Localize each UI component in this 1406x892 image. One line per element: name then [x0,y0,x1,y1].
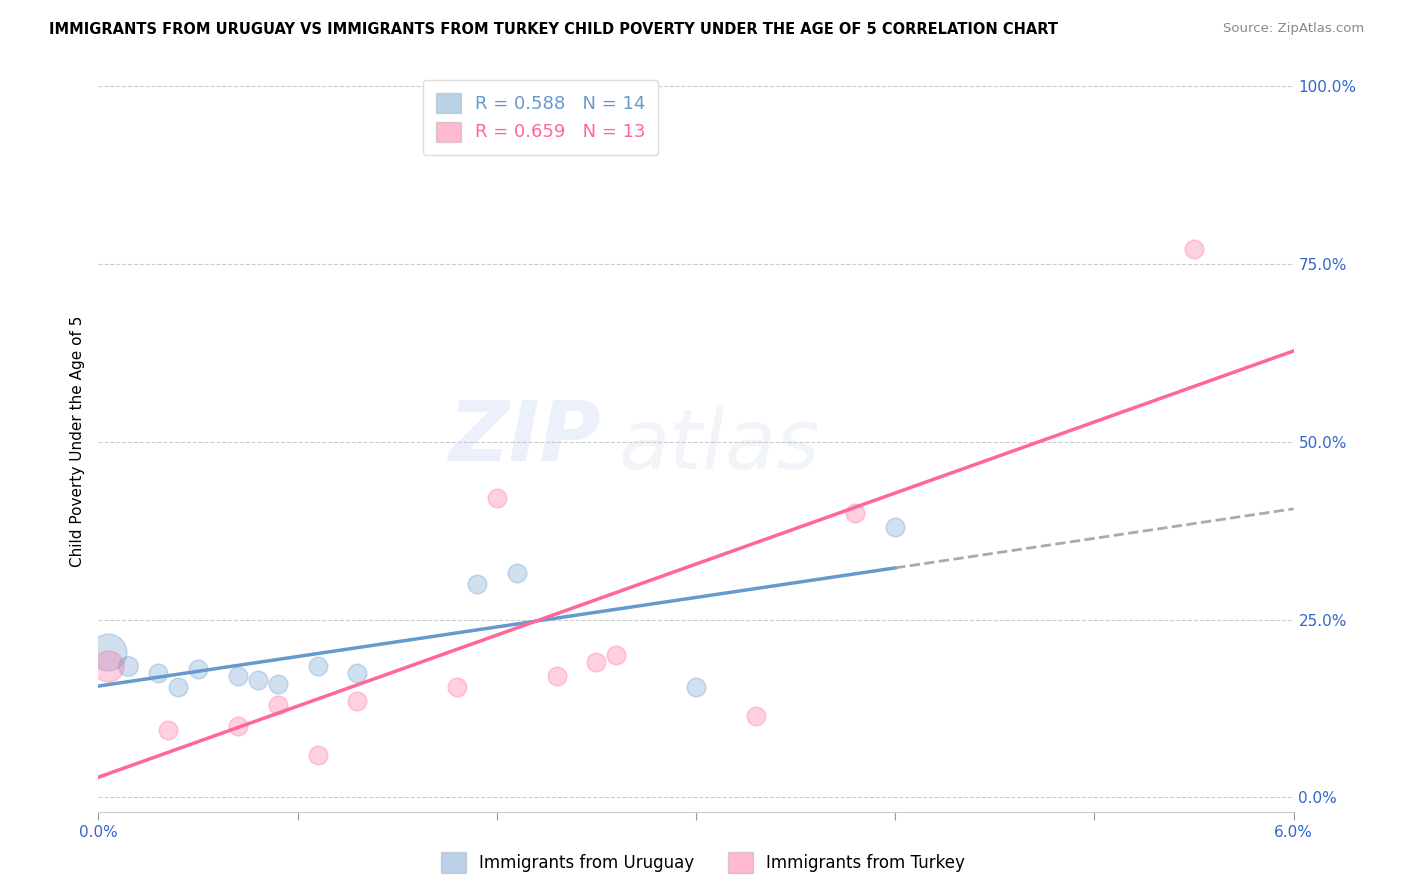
Point [246,673,269,687]
Point [485,491,508,506]
Legend: R = 0.588   N = 14, R = 0.659   N = 13: R = 0.588 N = 14, R = 0.659 N = 13 [423,79,658,155]
Y-axis label: Child Poverty Under the Age of 5: Child Poverty Under the Age of 5 [69,316,84,567]
Point [117,658,139,673]
Text: IMMIGRANTS FROM URUGUAY VS IMMIGRANTS FROM TURKEY CHILD POVERTY UNDER THE AGE OF: IMMIGRANTS FROM URUGUAY VS IMMIGRANTS FR… [49,22,1059,37]
Point [685,680,707,694]
Point [546,669,568,683]
Point [346,665,368,680]
Point [97,658,120,673]
Point [97,644,120,658]
Point [267,676,290,690]
Point [745,708,768,723]
Point [506,566,529,581]
Text: ZIP: ZIP [447,397,600,478]
Point [187,662,209,676]
Point [1182,243,1205,257]
Text: atlas: atlas [619,405,820,486]
Point [167,680,190,694]
Legend: Immigrants from Uruguay, Immigrants from Turkey: Immigrants from Uruguay, Immigrants from… [434,846,972,880]
Point [605,648,627,662]
Point [267,698,290,712]
Point [585,655,607,669]
Point [226,669,249,683]
Point [446,680,468,694]
Point [465,577,488,591]
Point [346,694,368,708]
Text: Source: ZipAtlas.com: Source: ZipAtlas.com [1223,22,1364,36]
Point [307,658,329,673]
Point [884,520,907,534]
Point [148,665,170,680]
Point [307,747,329,762]
Point [844,506,866,520]
Point [226,719,249,733]
Point [157,723,180,737]
